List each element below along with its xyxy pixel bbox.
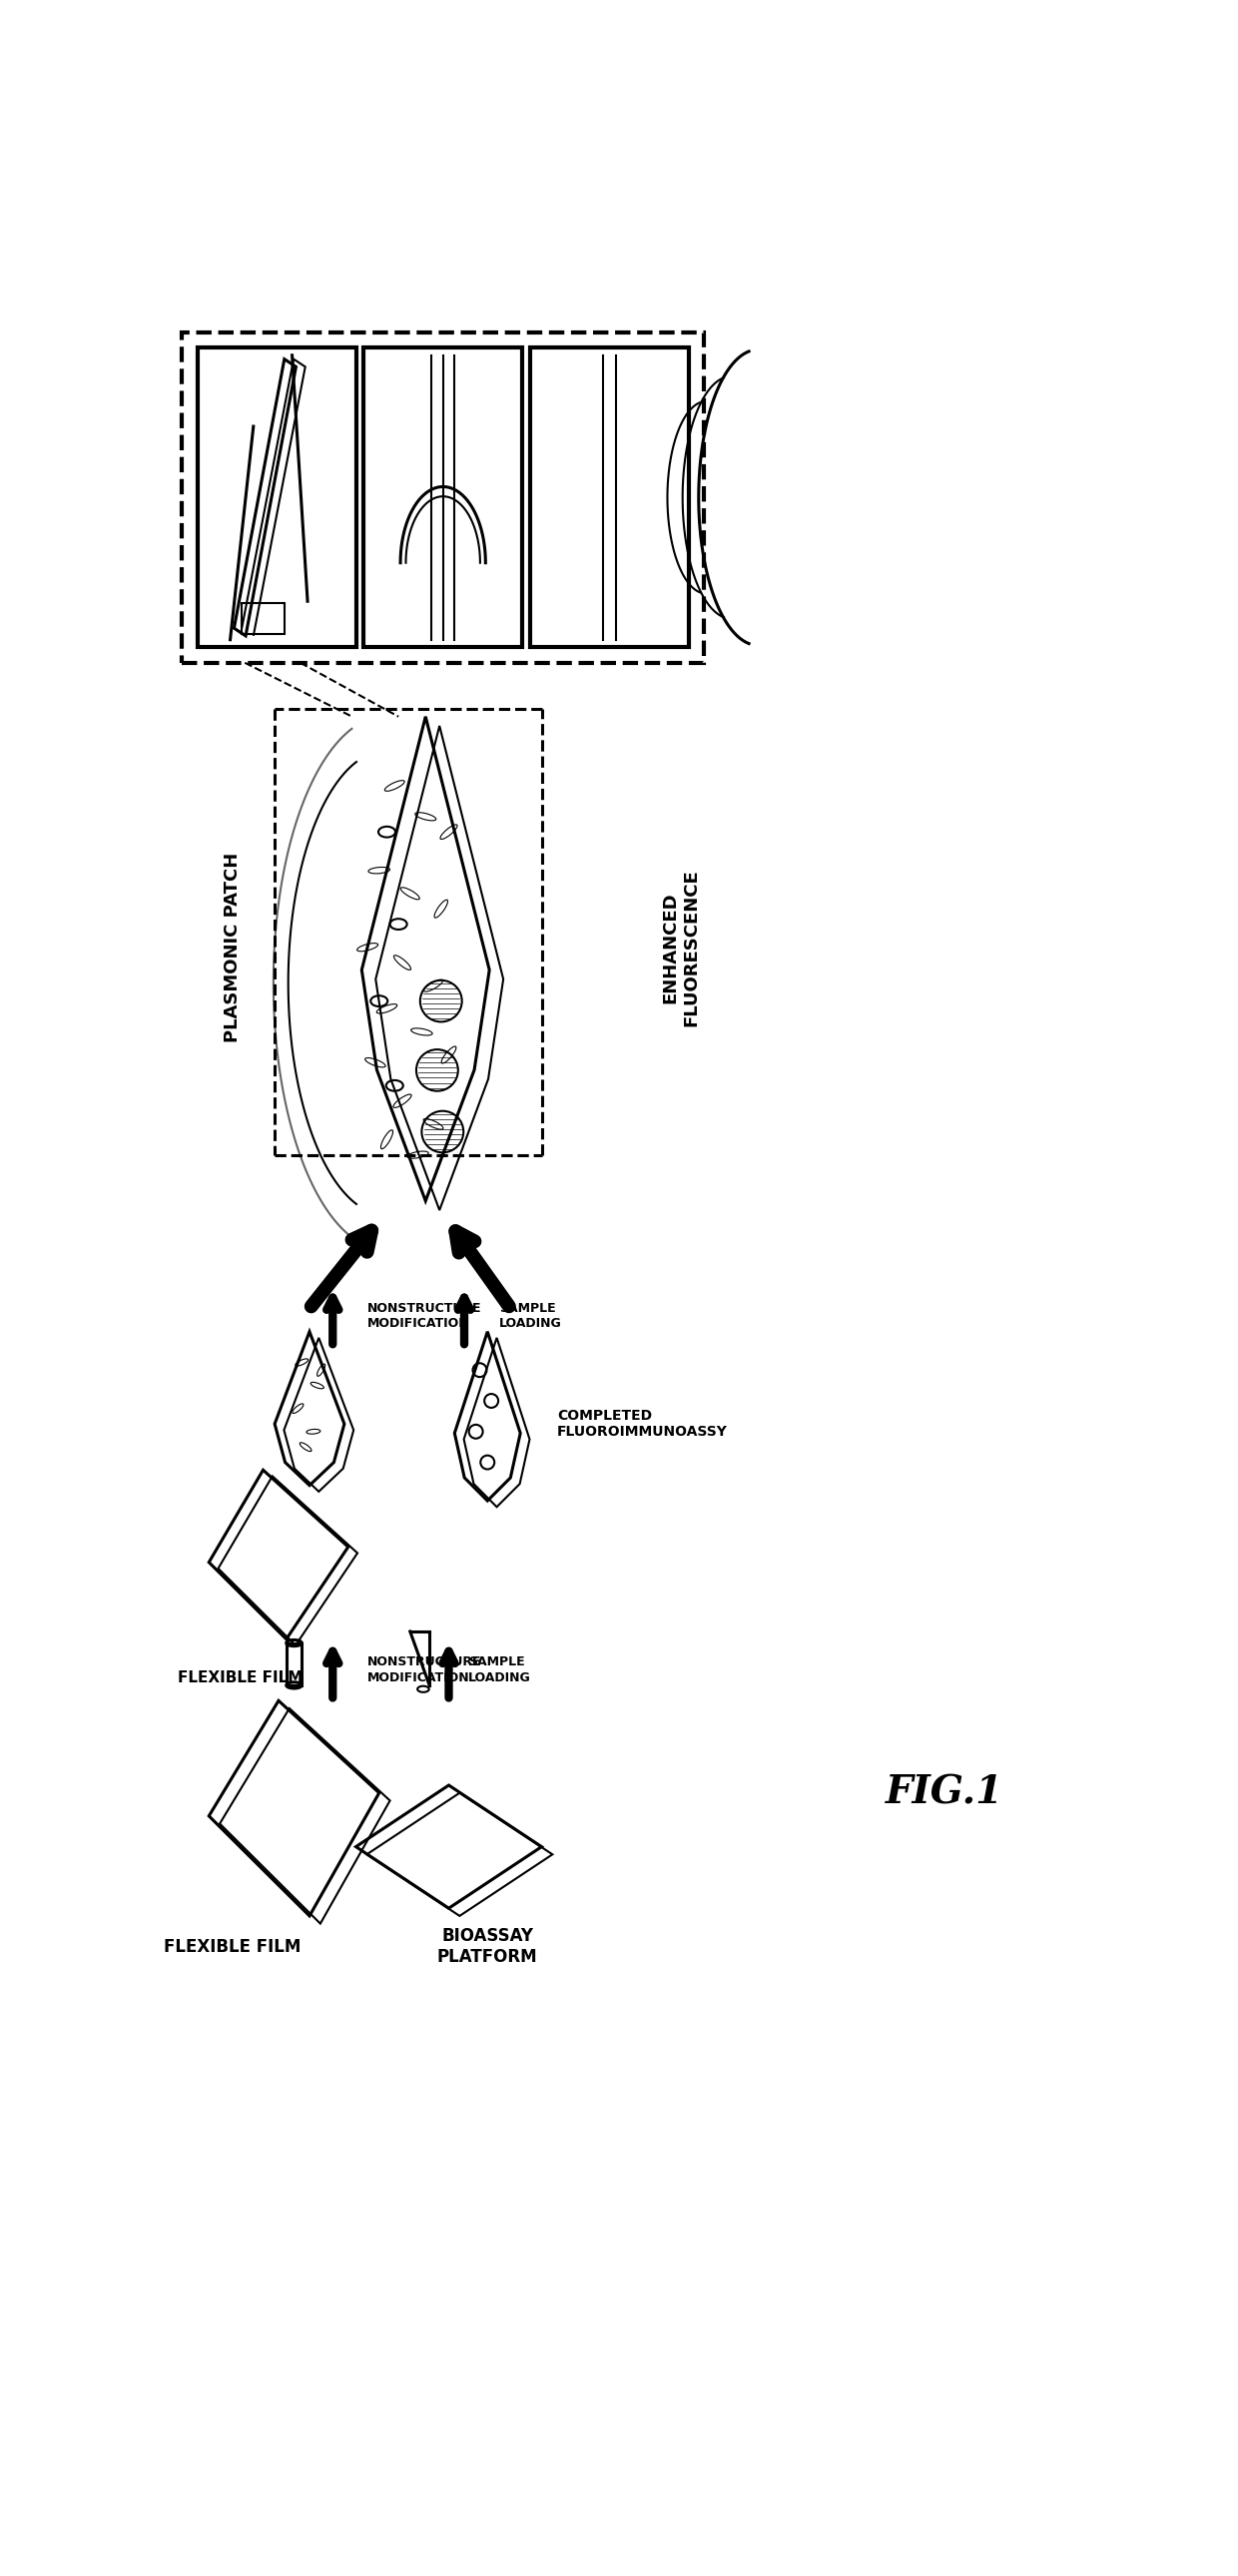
Text: BIOASSAY
PLATFORM: BIOASSAY PLATFORM xyxy=(437,1927,537,1965)
Text: NONSTRUCTURE
MODIFICATION: NONSTRUCTURE MODIFICATION xyxy=(368,1656,482,1685)
Text: ENHANCED
FLUORESCENCE: ENHANCED FLUORESCENCE xyxy=(661,868,701,1025)
Bar xyxy=(241,603,285,634)
Bar xyxy=(364,348,522,647)
Text: SAMPLE
LOADING: SAMPLE LOADING xyxy=(499,1303,562,1329)
Text: COMPLETED
FLUOROIMMUNOASSY: COMPLETED FLUOROIMMUNOASSY xyxy=(557,1409,728,1440)
Text: FLEXIBLE FILM: FLEXIBLE FILM xyxy=(177,1669,302,1685)
Text: FLEXIBLE FILM: FLEXIBLE FILM xyxy=(163,1937,301,1955)
Text: FIG.1: FIG.1 xyxy=(885,1775,1003,1811)
Bar xyxy=(197,348,357,647)
Text: NONSTRUCTURE
MODIFICATION: NONSTRUCTURE MODIFICATION xyxy=(368,1303,482,1329)
Bar xyxy=(286,1643,302,1685)
Bar xyxy=(530,348,688,647)
Text: SAMPLE
LOADING: SAMPLE LOADING xyxy=(468,1656,531,1685)
Text: PLASMONIC PATCH: PLASMONIC PATCH xyxy=(223,853,241,1043)
